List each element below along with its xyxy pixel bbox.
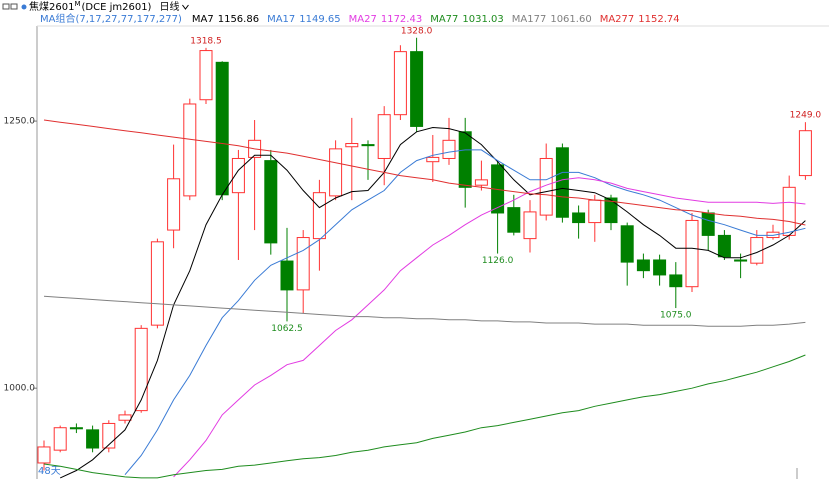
y-tick-label: 1250.0 [4, 117, 36, 127]
candle-body [734, 259, 748, 262]
candle-body [766, 231, 780, 239]
candle-body [442, 139, 456, 159]
ma-line [43, 295, 806, 327]
legend-value: 1172.43 [381, 14, 422, 25]
high-label: 1249.0 [790, 111, 822, 121]
legend-name: MA17 [267, 14, 295, 25]
y-tick-label: 1000.0 [4, 384, 36, 394]
candle-body [620, 225, 634, 263]
window-icon[interactable] [10, 3, 18, 10]
candle-body [474, 179, 488, 186]
candle-body [393, 51, 407, 116]
ma-line [43, 354, 806, 479]
dropdown-caret[interactable] [182, 4, 189, 10]
days-label: 48天 [38, 466, 61, 477]
low-label: 1126.0 [482, 256, 514, 266]
low-label: 1075.0 [660, 311, 692, 321]
candle-body [37, 446, 51, 464]
legend-name: MA277 [600, 14, 635, 25]
candle-body [507, 207, 521, 233]
candle-body [653, 259, 667, 276]
legend-value: 1152.74 [638, 14, 679, 25]
candle-body [636, 259, 650, 272]
candle-body [717, 234, 731, 258]
candle-body [410, 51, 424, 127]
symbol: 焦煤2601 [29, 0, 74, 13]
candle-body [782, 186, 796, 236]
candle-body [215, 61, 229, 196]
candle-body [118, 414, 132, 421]
candle-body [69, 427, 83, 430]
legend-value: 1031.03 [462, 14, 503, 25]
candle-body [86, 429, 100, 449]
low-label: 1062.5 [271, 324, 303, 334]
ma-group-label[interactable]: MA组合(7,17,27,77,177,277) [40, 12, 182, 25]
window-icon[interactable] [2, 3, 10, 10]
legend-name: MA177 [512, 14, 547, 25]
symbol-code: (DCE jm2601) [82, 2, 152, 13]
candle-body [134, 327, 148, 412]
candle-body [588, 199, 602, 224]
high-label: 1328.0 [401, 26, 433, 36]
candle-body [345, 143, 359, 148]
legend-name: MA27 [349, 14, 377, 25]
ma-line [173, 177, 806, 478]
period-selector[interactable]: 日线 [159, 0, 179, 13]
candle-body [604, 197, 618, 224]
candle-body [296, 237, 310, 291]
candle-body [329, 148, 343, 197]
candle-body [572, 212, 586, 224]
candle-body [312, 192, 326, 240]
candle-body [199, 50, 213, 101]
candle-body [523, 211, 537, 240]
legend-value: 1149.65 [299, 14, 340, 25]
ma-line [59, 126, 806, 479]
candle-body [798, 130, 812, 177]
candle-body [280, 260, 294, 291]
legend-value: 1061.60 [550, 14, 591, 25]
candle-body [555, 147, 569, 218]
candle-body [377, 114, 391, 159]
status-dot [21, 4, 27, 10]
candle-body [264, 160, 278, 244]
high-label: 1318.5 [190, 36, 222, 46]
candle-body [669, 274, 683, 288]
candle-body [426, 156, 440, 163]
legend-name: MA7 [192, 14, 214, 25]
symbol-superscript: M [74, 0, 80, 8]
candle-body [183, 103, 197, 197]
candle-body [685, 219, 699, 288]
legend-name: MA77 [430, 14, 458, 25]
candle-body [458, 131, 472, 188]
ma-line [124, 149, 806, 476]
candle-body [750, 237, 764, 264]
candle-body [150, 241, 164, 326]
candle-body [539, 157, 553, 216]
ma-line [43, 119, 806, 226]
legend-value: 1156.86 [218, 14, 259, 25]
candle-body [167, 178, 181, 231]
candle-body [361, 144, 375, 147]
candle-body [231, 157, 245, 194]
candle-body [53, 427, 67, 451]
candle-body [701, 212, 715, 236]
